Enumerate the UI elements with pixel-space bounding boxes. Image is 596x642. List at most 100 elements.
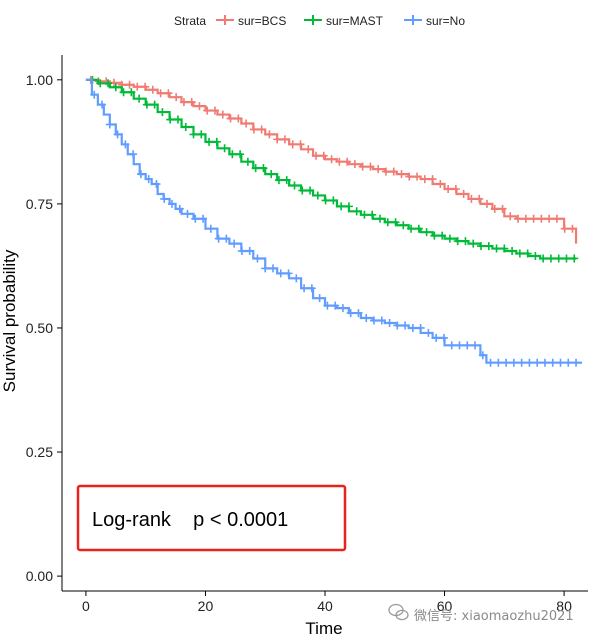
censor-mark (490, 204, 499, 213)
x-tick-label: 80 (556, 598, 572, 614)
y-ticks: 0.00 0.25 0.50 0.75 1.00 (26, 72, 62, 584)
censor-mark (399, 221, 408, 230)
censor-mark (133, 82, 142, 91)
censor-mark (288, 140, 297, 149)
censor-mark (475, 194, 484, 203)
y-tick-label: 0.75 (26, 196, 53, 212)
censor-mark (463, 341, 472, 350)
y-axis-title: Survival probability (0, 249, 19, 392)
censor-mark (292, 274, 301, 283)
watermark: 微信号: xiaomaozhu2021 (388, 603, 574, 624)
censor-mark (226, 114, 235, 123)
censor-mark (408, 323, 417, 332)
censor-mark (319, 151, 328, 160)
series-sur-mast (85, 75, 579, 263)
censor-mark (478, 351, 487, 360)
censor-mark (141, 82, 150, 91)
censor-mark (175, 204, 184, 213)
censor-mark (203, 106, 212, 115)
legend-entry: sur=No (404, 14, 465, 28)
censor-mark (515, 249, 524, 258)
censor-mark (242, 119, 251, 128)
censor-mark (554, 254, 563, 263)
censor-mark (327, 155, 336, 164)
censor-mark (482, 199, 491, 208)
censor-mark (428, 175, 437, 184)
censor-mark (444, 185, 453, 193)
annotation-text: Log-rank p < 0.0001 (92, 509, 288, 531)
censor-mark (197, 130, 206, 139)
censor-mark (181, 122, 190, 131)
censor-mark (313, 191, 322, 200)
censor-mark (414, 224, 423, 233)
censor-mark (346, 309, 355, 318)
series-sur-no (85, 78, 583, 367)
censor-mark (338, 304, 347, 313)
censor-mark (562, 254, 571, 263)
censor-mark (166, 115, 175, 124)
censor-mark (329, 196, 338, 205)
censor-mark (389, 167, 398, 176)
legend: Strata sur=BCS sur=MAST sur=No (174, 14, 465, 28)
watermark-text: 微信号: xiaomaozhu2021 (414, 609, 574, 624)
censor-mark (397, 170, 406, 179)
censor-mark (150, 100, 159, 109)
censor-mark (506, 212, 515, 221)
censor-mark (142, 100, 151, 109)
censor-mark (152, 180, 161, 189)
censor-mark (439, 333, 448, 342)
censor-mark (187, 98, 196, 107)
legend-label: sur=BCS (238, 14, 286, 28)
censor-mark (298, 186, 307, 195)
censor-mark (391, 218, 400, 227)
censor-mark (267, 170, 276, 179)
censor-mark (368, 210, 377, 219)
censor-mark (502, 358, 511, 367)
censor-mark (104, 79, 113, 88)
censor-mark (199, 214, 208, 223)
y-tick-label: 0.00 (26, 568, 53, 584)
censor-mark (304, 145, 313, 154)
censor-mark (564, 358, 573, 367)
censor-mark (500, 244, 509, 253)
censor-mark (160, 194, 169, 203)
censor-mark (337, 202, 346, 211)
x-tick-label: 0 (82, 598, 90, 614)
censor-mark (539, 254, 548, 263)
censor-mark (249, 125, 258, 134)
censor-mark (144, 175, 153, 184)
censor-mark (545, 214, 554, 223)
legend-title: Strata (174, 14, 206, 28)
censor-mark (179, 98, 188, 107)
censor-mark (537, 214, 546, 223)
legend-key (304, 15, 322, 25)
censor-mark (274, 176, 283, 185)
censor-mark (494, 358, 503, 367)
censor-mark (230, 239, 239, 248)
censor-mark (492, 244, 501, 253)
censor-mark (469, 239, 478, 248)
censor-mark (268, 264, 277, 273)
censor-mark (381, 167, 390, 176)
censor-mark (570, 254, 579, 263)
censor-mark (234, 114, 243, 123)
censor-mark (533, 358, 542, 367)
censor-mark (374, 165, 383, 174)
censor-mark (237, 247, 246, 256)
legend-key (404, 15, 422, 25)
censor-mark (560, 224, 569, 233)
censor-mark (350, 160, 359, 169)
censor-mark (172, 93, 181, 102)
censor-mark (401, 321, 410, 330)
censor-mark (486, 358, 495, 367)
censor-mark (514, 214, 523, 223)
censor-mark (98, 100, 107, 109)
censor-mark (521, 214, 530, 223)
x-axis-title: Time (305, 619, 342, 638)
censor-mark (424, 328, 433, 337)
censor-mark (548, 358, 557, 367)
x-ticks: 0 20 40 60 80 (82, 591, 572, 614)
censor-mark (572, 358, 581, 367)
censor-mark (366, 162, 375, 171)
censor-mark (459, 189, 468, 198)
